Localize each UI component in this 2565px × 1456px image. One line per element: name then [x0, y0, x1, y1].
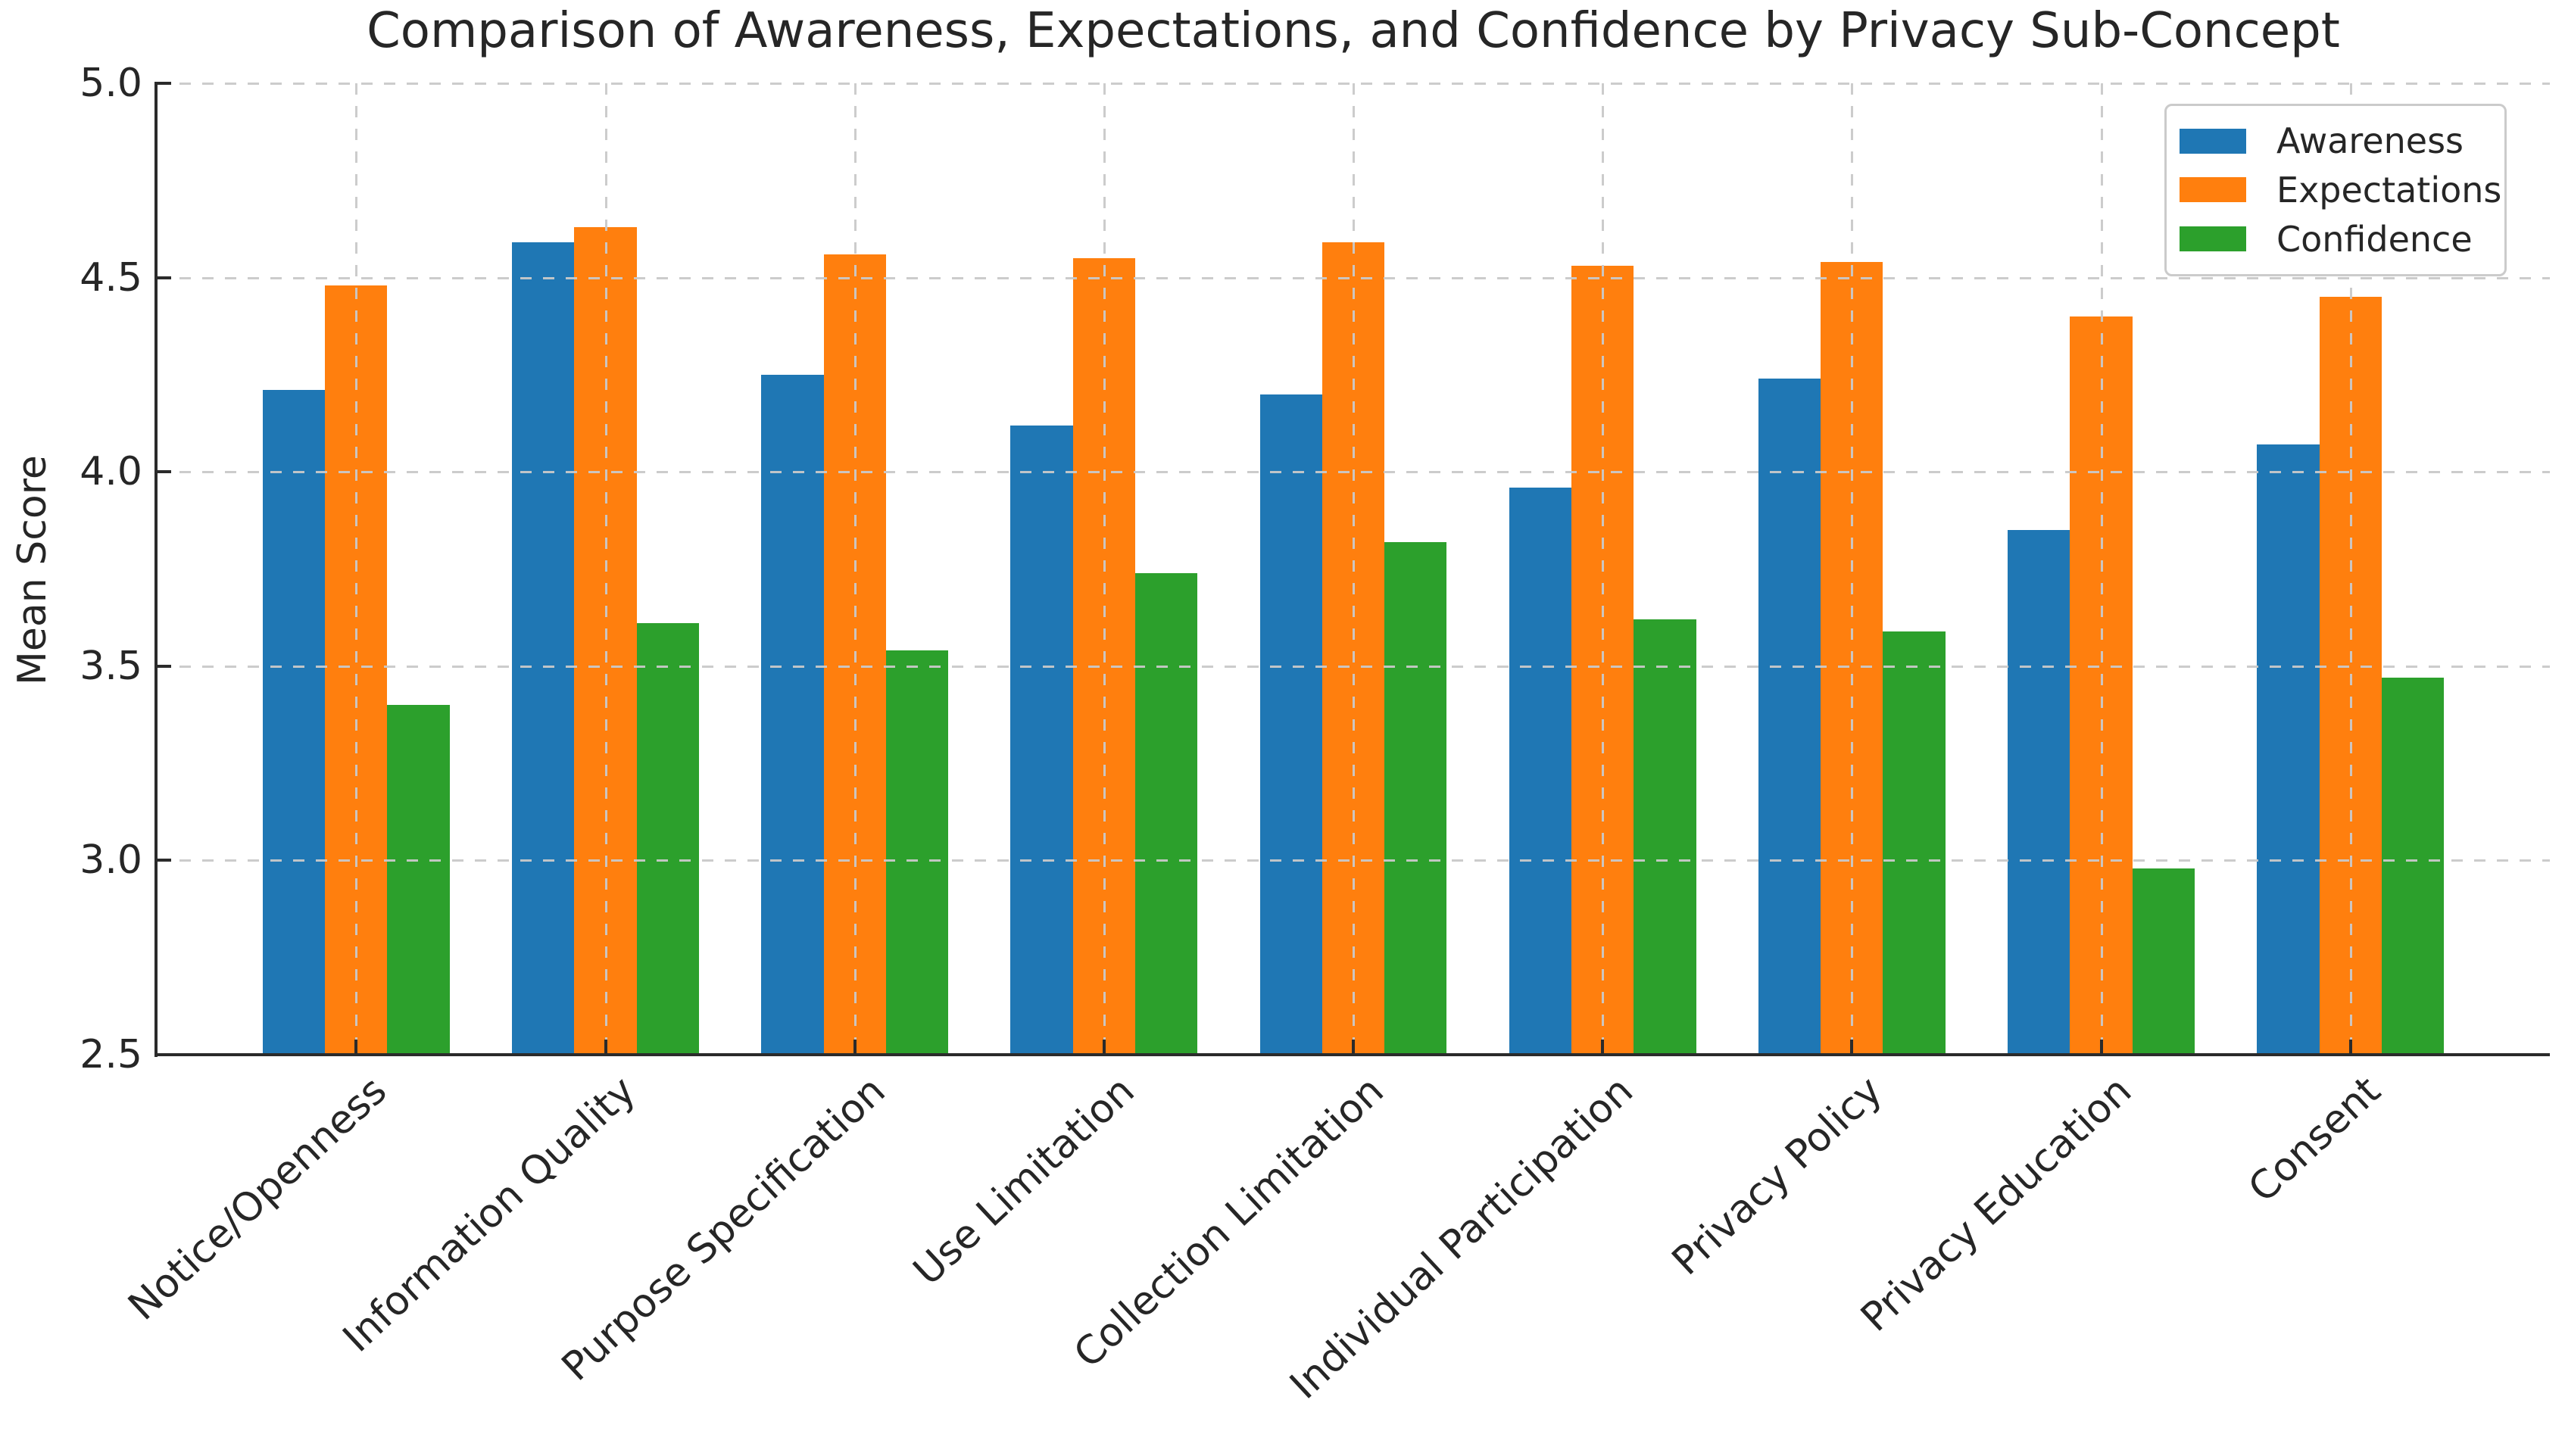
x-tick-label-3: Use Limitation — [904, 1068, 1144, 1295]
x-tick-label-0: Notice/Openness — [119, 1068, 395, 1330]
bar-confidence-6 — [1883, 631, 1946, 1055]
bar-awareness-8 — [2257, 444, 2320, 1055]
bar-confidence-4 — [1384, 541, 1447, 1055]
y-tick-3.5 — [158, 664, 171, 668]
legend-label-expectations: Expectations — [2276, 169, 2502, 210]
y-tick-4.0 — [158, 470, 171, 474]
y-tick-label-3.5: 3.5 — [80, 643, 142, 689]
bar-confidence-1 — [636, 623, 699, 1055]
x-tick-8 — [2348, 1040, 2352, 1053]
x-tick-4 — [1352, 1040, 1355, 1053]
y-tick-label-3.0: 3.0 — [80, 837, 142, 884]
x-tick-label-6: Privacy Policy — [1663, 1068, 1891, 1285]
y-tick-5.0 — [158, 82, 171, 85]
bar-awareness-7 — [2008, 530, 2070, 1055]
bar-awareness-0 — [262, 390, 326, 1055]
bar-awareness-5 — [1509, 487, 1571, 1055]
bar-confidence-8 — [2381, 678, 2445, 1055]
gridline-v-2 — [853, 83, 857, 1055]
legend-label-confidence: Confidence — [2276, 218, 2473, 260]
x-tick-6 — [1850, 1040, 1854, 1053]
y-tick-label-4.5: 4.5 — [80, 254, 142, 301]
y-tick-4.5 — [158, 276, 171, 279]
x-tick-2 — [853, 1040, 857, 1053]
legend-swatch-expectations — [2180, 177, 2246, 203]
bar-awareness-6 — [1758, 379, 1821, 1055]
legend-item-confidence: Confidence — [2180, 219, 2504, 260]
legend-item-expectations: Expectations — [2180, 170, 2504, 210]
y-tick-label-4.0: 4.0 — [80, 449, 142, 495]
legend-swatch-awareness — [2180, 128, 2246, 154]
y-axis-spine — [154, 82, 158, 1057]
legend-item-awareness: Awareness — [2180, 120, 2504, 161]
y-tick-3.0 — [158, 859, 171, 862]
gridline-v-1 — [604, 83, 607, 1055]
y-tick-2.5 — [158, 1053, 171, 1056]
gridline-v-5 — [1602, 83, 1605, 1055]
bar-awareness-4 — [1259, 394, 1322, 1055]
gridline-v-4 — [1353, 83, 1355, 1055]
legend-swatch-confidence — [2180, 226, 2246, 252]
bar-awareness-2 — [761, 374, 824, 1055]
bar-confidence-2 — [885, 650, 949, 1055]
y-tick-label-2.5: 2.5 — [80, 1032, 142, 1077]
plot-area — [157, 83, 2550, 1055]
x-tick-0 — [354, 1040, 358, 1053]
bar-confidence-0 — [387, 705, 450, 1055]
gridline-v-8 — [2349, 83, 2352, 1055]
x-axis-spine — [154, 1053, 2550, 1056]
legend-label-awareness: Awareness — [2276, 120, 2464, 162]
legend: Awareness Expectations Confidence — [2164, 104, 2507, 276]
x-tick-1 — [604, 1040, 607, 1053]
x-tick-label-8: Consent — [2240, 1068, 2390, 1212]
chart-title: Comparison of Awareness, Expectations, a… — [367, 3, 2340, 59]
y-tick-label-5.0: 5.0 — [80, 61, 142, 106]
bar-confidence-5 — [1634, 619, 1696, 1055]
gridline-v-7 — [2100, 83, 2103, 1055]
gridline-v-3 — [1103, 83, 1106, 1055]
gridline-v-0 — [355, 83, 358, 1055]
x-tick-label-7: Privacy Education — [1852, 1068, 2141, 1341]
bar-confidence-3 — [1134, 572, 1198, 1055]
x-tick-3 — [1102, 1040, 1106, 1053]
bar-confidence-7 — [2132, 868, 2195, 1055]
bar-awareness-1 — [512, 242, 575, 1055]
gridline-v-6 — [1851, 83, 1854, 1055]
bar-awareness-3 — [1010, 425, 1073, 1055]
x-tick-5 — [1601, 1040, 1605, 1053]
x-tick-7 — [2099, 1040, 2103, 1053]
